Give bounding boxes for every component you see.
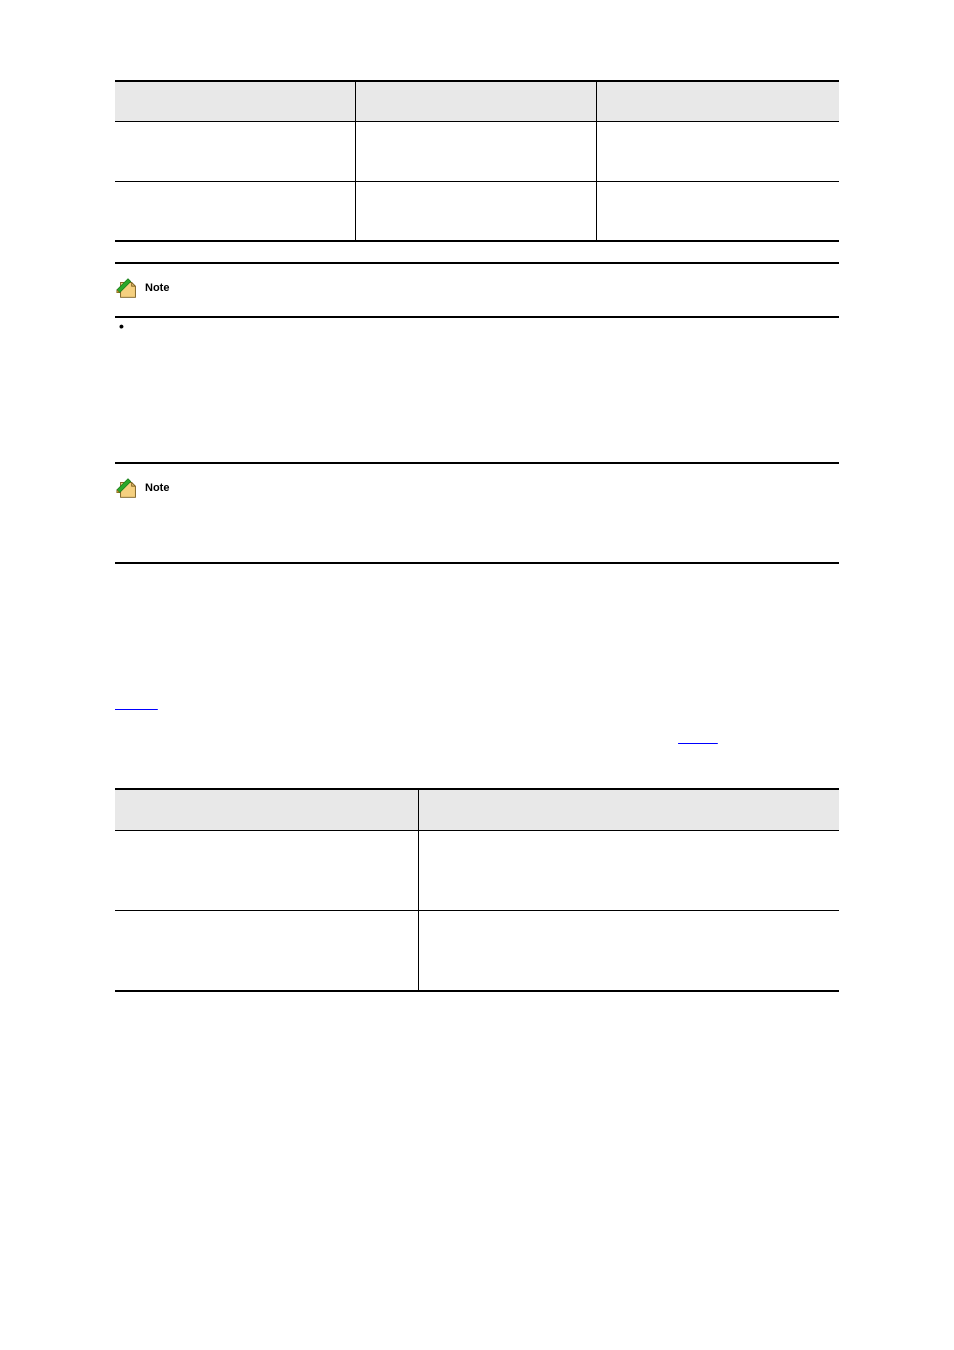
table2-cell [115, 911, 419, 991]
table-row [115, 121, 839, 181]
table2-header-1 [115, 789, 419, 831]
divider [115, 462, 839, 464]
table-row [115, 181, 839, 241]
table-2 [115, 788, 839, 992]
table1-cell [115, 121, 356, 181]
note-header: Note [115, 476, 839, 500]
note-icon [115, 276, 141, 300]
table1-header-3 [597, 81, 839, 121]
table1-cell [597, 181, 839, 241]
table-row [115, 831, 839, 911]
note-icon [115, 476, 141, 500]
note-label: Note [145, 282, 169, 294]
table1-cell [115, 181, 356, 241]
divider [115, 316, 839, 318]
table-1 [115, 80, 839, 242]
table1-header-2 [356, 81, 597, 121]
divider [115, 262, 839, 264]
table2-cell [115, 831, 419, 911]
link-1[interactable] [115, 696, 175, 716]
table1-cell [356, 121, 597, 181]
note-header: Note [115, 276, 839, 300]
link-2[interactable] [678, 730, 738, 750]
table2-cell [419, 831, 839, 911]
paragraph-with-links-2 [115, 730, 839, 750]
table2-header-2 [419, 789, 839, 831]
table1-cell [597, 121, 839, 181]
note-section-1: Note [115, 276, 839, 300]
table1-cell [356, 181, 597, 241]
table1-header-1 [115, 81, 356, 121]
divider [115, 562, 839, 564]
note-body [115, 510, 839, 550]
table2-cell [419, 911, 839, 991]
paragraph-with-links [115, 696, 839, 716]
note-section-2: Note [115, 476, 839, 550]
note-label: Note [145, 482, 169, 494]
table-row [115, 911, 839, 991]
